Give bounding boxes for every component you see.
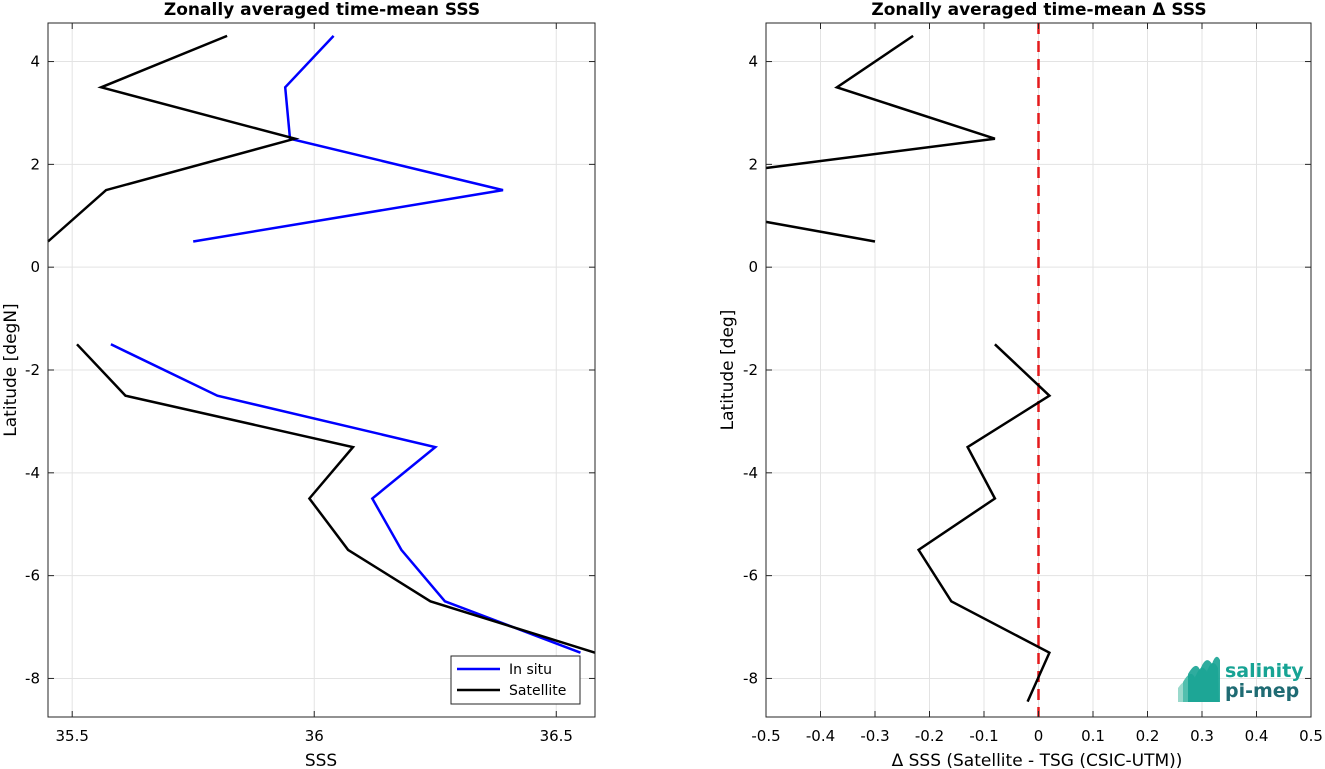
legend-label-satellite: Satellite bbox=[509, 683, 566, 699]
x-axis-label: Δ SSS (Satellite - TSG (CSIC-UTM)) bbox=[892, 751, 1183, 769]
x-tick-label: 0.1 bbox=[1081, 727, 1105, 745]
x-tick-label: -0.4 bbox=[806, 727, 835, 745]
series-line-series-0 bbox=[916, 343, 1052, 703]
series-line-series-0 bbox=[765, 34, 996, 170]
y-tick-label: -6 bbox=[743, 567, 758, 585]
y-tick-label: 4 bbox=[30, 53, 40, 71]
y-tick-label: -4 bbox=[743, 464, 758, 482]
legend: In situ Satellite bbox=[450, 655, 581, 705]
delta-sss-panel: Zonally averaged time-mean Δ SSS -0.5 -0.… bbox=[718, 0, 1323, 769]
y-tick-label: 0 bbox=[30, 258, 40, 276]
legend-label-in-situ: In situ bbox=[509, 662, 552, 678]
series-line-in-situ bbox=[110, 343, 581, 654]
series-line-satellite bbox=[47, 34, 300, 243]
logo-text-salinity: salinity bbox=[1225, 660, 1304, 682]
x-tick-label: 0.4 bbox=[1245, 727, 1269, 745]
x-tick-label: 0.5 bbox=[1299, 727, 1323, 745]
x-tick-label: 0.2 bbox=[1136, 727, 1160, 745]
y-tick-label: 2 bbox=[748, 155, 758, 173]
series-line-satellite bbox=[76, 343, 596, 654]
x-tick-label: 0.3 bbox=[1190, 727, 1214, 745]
y-tick-label: 2 bbox=[30, 155, 40, 173]
x-tick-label: -0.1 bbox=[969, 727, 998, 745]
y-tick-label: -8 bbox=[743, 669, 758, 687]
x-tick-label: -0.3 bbox=[860, 727, 889, 745]
chart-title: Zonally averaged time-mean Δ SSS bbox=[871, 0, 1206, 20]
y-axis-label: Latitude [deg] bbox=[718, 310, 738, 431]
logo-text-pi-mep: pi-mep bbox=[1225, 680, 1299, 702]
y-tick-label: 0 bbox=[748, 258, 758, 276]
y-tick-label: -6 bbox=[25, 567, 40, 585]
x-tick-label: 0 bbox=[1034, 727, 1044, 745]
y-tick-label: -2 bbox=[25, 361, 40, 379]
x-tick-label: 35.5 bbox=[56, 727, 89, 745]
wave-icon bbox=[1178, 656, 1220, 702]
y-tick-label: -2 bbox=[743, 361, 758, 379]
y-tick-label: -8 bbox=[25, 669, 40, 687]
y-tick-label: 4 bbox=[748, 53, 758, 71]
x-tick-label: -0.2 bbox=[915, 727, 944, 745]
x-axis-label: SSS bbox=[305, 751, 337, 769]
x-tick-label: -0.5 bbox=[751, 727, 780, 745]
chart-title: Zonally averaged time-mean SSS bbox=[164, 0, 480, 20]
x-tick-label: 36 bbox=[305, 727, 324, 745]
series-line-series-0 bbox=[765, 220, 876, 243]
series-line-in-situ bbox=[192, 35, 504, 243]
sss-panel: Zonally averaged time-mean SSS 35.5 36 36.… bbox=[1, 0, 596, 769]
x-tick-label: 36.5 bbox=[540, 727, 573, 745]
y-tick-label: -4 bbox=[25, 464, 40, 482]
y-axis-label: Latitude [degN] bbox=[1, 303, 21, 436]
salinity-pi-mep-logo: salinity pi-mep bbox=[1178, 656, 1304, 702]
legend-box bbox=[450, 655, 581, 705]
